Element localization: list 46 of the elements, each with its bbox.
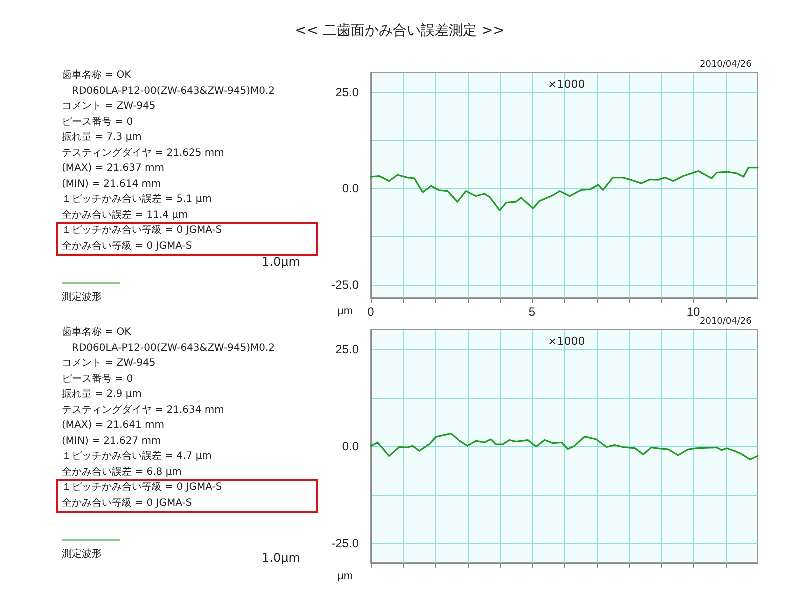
- text: 全かみ合い誤差 = 11.4 μm: [62, 210, 188, 222]
- y-tick-label: 0.0: [342, 440, 360, 454]
- y-axis-title: μm: [337, 570, 353, 582]
- text: 全かみ合い等級 = 0 JGMA-S: [62, 240, 192, 252]
- text: テスティングダイヤ = 21.625 mm: [62, 148, 224, 160]
- text: 歯車名称 = OK: [62, 327, 132, 339]
- line-series: [370, 432, 759, 461]
- text: コメント = ZW-945: [62, 101, 156, 113]
- text: 歯車名称 = OK: [62, 70, 132, 82]
- text: (MIN) = 21.614 mm: [62, 178, 162, 190]
- text: テスティングダイヤ = 21.634 mm: [62, 404, 224, 416]
- scale-note: 1.0μm: [262, 256, 300, 268]
- text: (MIN) = 21.627 mm: [62, 436, 162, 448]
- text: (MAX) = 21.637 mm: [62, 163, 165, 175]
- text: 2010/04/26: [700, 59, 752, 71]
- text: 全かみ合い誤差 = 6.8 μm: [62, 466, 182, 478]
- text: １ピッチかみ合い等級 = 0 JGMA-S: [62, 225, 222, 237]
- text: 全かみ合い等級 = 0 JGMA-S: [62, 498, 192, 510]
- line-series: [370, 166, 759, 212]
- y-tick-label: -25.0: [332, 536, 360, 551]
- y-tick-label: -25.0: [332, 278, 360, 292]
- chart-title: << 二歯面かみ合い誤差測定 >>: [294, 22, 506, 40]
- x-tick-label: 0: [368, 305, 375, 319]
- text: １ピッチかみ合い誤差 = 5.1 μm: [62, 194, 212, 206]
- text: ピース番号 = 0: [62, 374, 134, 386]
- scale-note: 1.0μm: [262, 552, 300, 564]
- x-tick-label: 5: [528, 305, 536, 319]
- y-tick-label: 25.0: [336, 342, 360, 356]
- text: 振れ量 = 7.3 μm: [62, 132, 142, 144]
- text: RD060LA-P12-00(ZW-643&ZW-945)M0.2: [72, 342, 276, 354]
- text: ピース番号 = 0: [62, 116, 134, 128]
- text: RD060LA-P12-00(ZW-643&ZW-945)M0.2: [72, 86, 276, 98]
- text: 測定波形: [62, 292, 102, 304]
- text: 測定波形: [62, 549, 102, 561]
- text: コメント = ZW-945: [62, 358, 156, 370]
- annotation: ×1000: [548, 78, 586, 91]
- text: 振れ量 = 2.9 μm: [62, 389, 142, 401]
- y-tick-label: 25.0: [336, 85, 360, 100]
- text: 2010/04/26: [700, 316, 752, 328]
- x-tick-label: 10: [686, 305, 700, 319]
- annotation: ×1000: [548, 335, 586, 348]
- y-tick-label: 0.0: [342, 182, 360, 196]
- text: １ピッチかみ合い誤差 = 4.7 μm: [62, 451, 212, 463]
- text: (MAX) = 21.641 mm: [62, 420, 165, 432]
- text: １ピッチかみ合い等級 = 0 JGMA-S: [62, 482, 222, 494]
- y-axis-title: μm: [337, 306, 353, 318]
